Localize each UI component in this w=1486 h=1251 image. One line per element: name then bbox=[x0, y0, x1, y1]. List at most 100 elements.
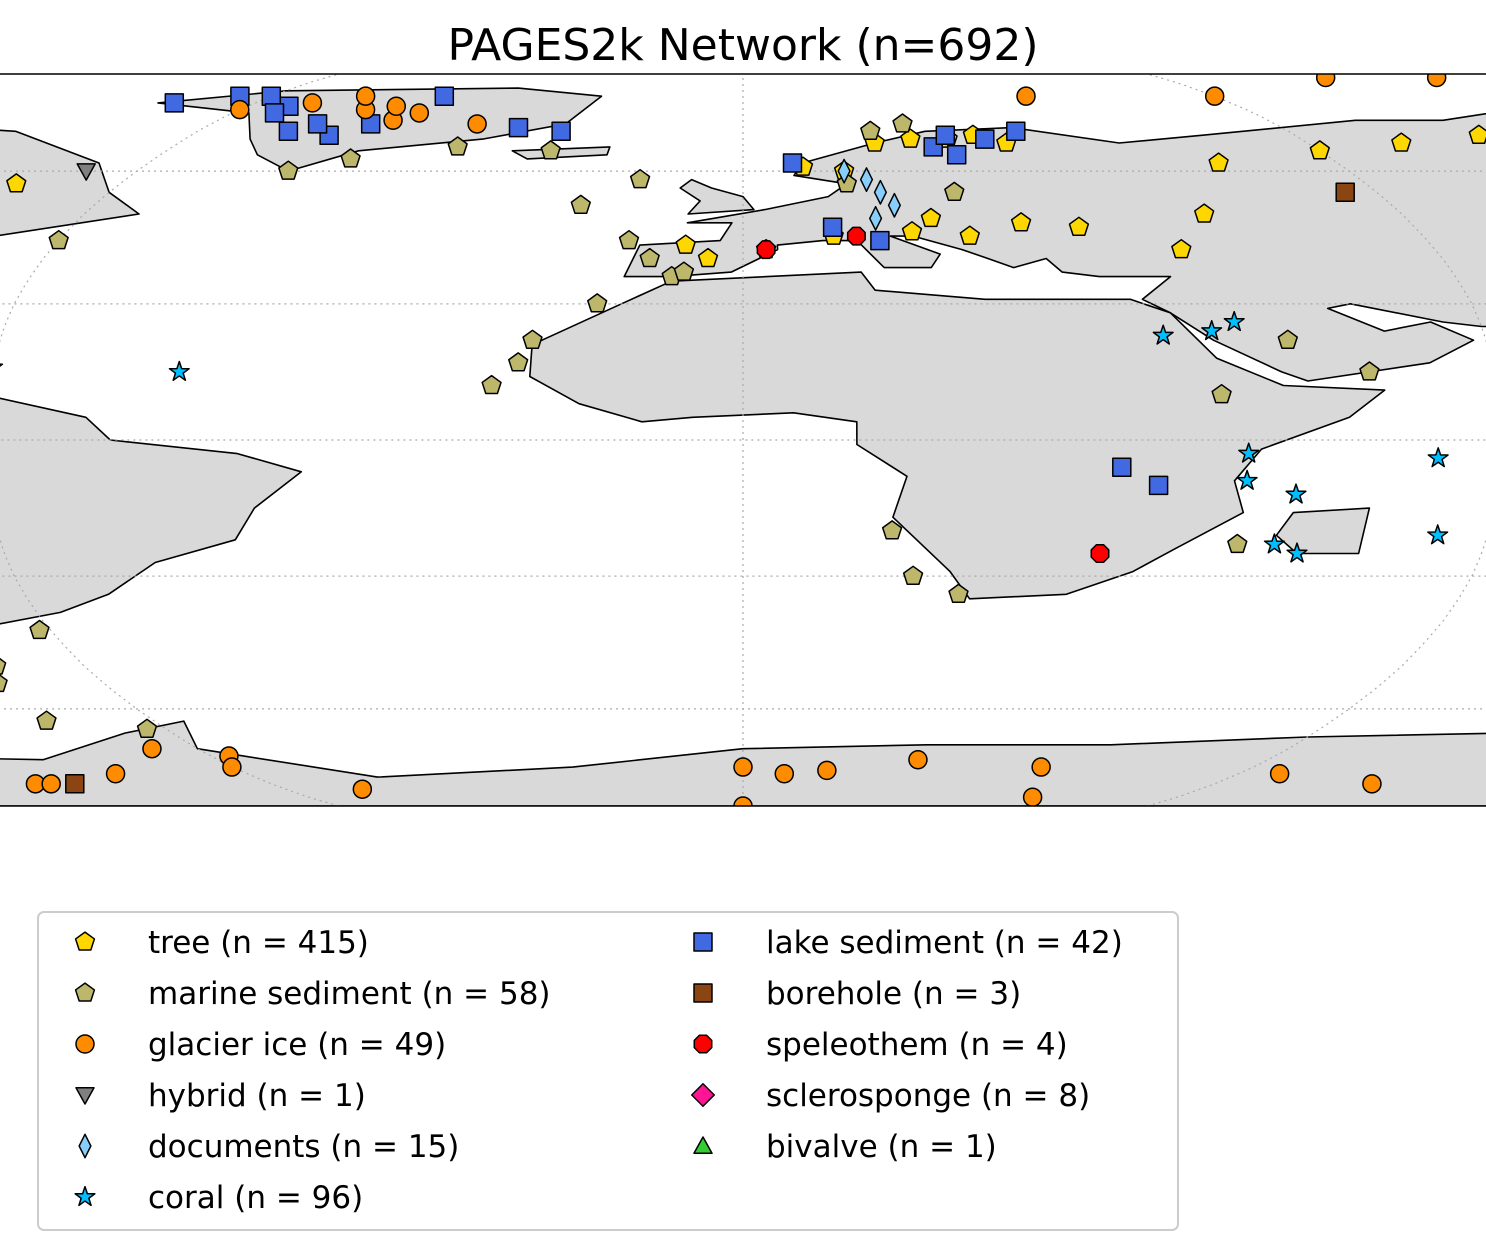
lake-site-marker bbox=[164, 93, 185, 113]
lake-site-marker bbox=[261, 86, 282, 106]
legend-entry-coral: coral (n = 96) bbox=[74, 1180, 363, 1216]
tree-site-marker bbox=[1208, 152, 1229, 172]
marine-site-marker bbox=[36, 710, 57, 730]
coral-site-marker bbox=[1427, 524, 1449, 545]
documents-site-marker bbox=[837, 158, 851, 184]
glacier-site-marker bbox=[774, 764, 795, 784]
legend-marker-hybrid bbox=[75, 1087, 95, 1105]
coral-site-marker bbox=[1263, 533, 1285, 554]
legend-entry-hybrid: hybrid (n = 1) bbox=[75, 1078, 366, 1114]
lake-site-marker bbox=[946, 145, 967, 165]
tree-site-marker bbox=[1171, 238, 1192, 259]
land-masses bbox=[0, 87, 1486, 806]
landmass-eurasia bbox=[623, 102, 1486, 437]
lake-site-marker bbox=[551, 121, 571, 142]
glacier-site-marker bbox=[1031, 757, 1051, 777]
marine-site-marker bbox=[629, 168, 651, 189]
series-coral bbox=[0, 310, 1449, 563]
legend-marker-bivalve bbox=[693, 1136, 713, 1154]
legend: tree (n = 415) marine sediment (n = 58) gl… bbox=[37, 911, 1179, 1231]
series-borehole bbox=[65, 182, 1355, 794]
landmass-britain bbox=[679, 178, 755, 215]
lake-site-marker bbox=[870, 230, 890, 251]
series-hybrid bbox=[76, 163, 96, 181]
legend-marker-sclerosponge bbox=[691, 1083, 715, 1107]
marine-site-marker bbox=[948, 583, 969, 604]
marine-site-marker bbox=[340, 148, 361, 168]
legend-frame bbox=[37, 911, 1179, 1231]
glacier-site-marker bbox=[817, 760, 837, 781]
landmass-africa bbox=[529, 271, 1386, 600]
tree-site-marker bbox=[1309, 140, 1330, 160]
documents-site-marker bbox=[873, 179, 888, 205]
legend-marker-coral bbox=[74, 1185, 96, 1207]
legend-label-sclerosponge: sclerosponge (n = 8) bbox=[766, 1078, 1090, 1114]
series-glacier bbox=[25, 74, 1447, 806]
glacier-site-marker bbox=[1426, 74, 1447, 88]
series-documents bbox=[837, 158, 902, 231]
meridian-gridline bbox=[0, 74, 340, 806]
marine-site-marker bbox=[447, 136, 468, 156]
lake-site-marker bbox=[230, 86, 250, 106]
marine-site-marker bbox=[1227, 533, 1248, 554]
legend-marker-lake bbox=[693, 932, 713, 952]
legend-label-lake: lake sediment (n = 42) bbox=[766, 925, 1123, 961]
marine-site-marker bbox=[29, 619, 50, 640]
coral-site-marker bbox=[1223, 310, 1245, 332]
marine-site-marker bbox=[881, 520, 903, 540]
map-title: PAGES2k Network (n=692) bbox=[447, 20, 1038, 71]
glacier-site-marker bbox=[302, 93, 323, 113]
coral-site-marker bbox=[1238, 442, 1260, 463]
glacier-site-marker bbox=[41, 774, 61, 794]
glacier-site-marker bbox=[386, 96, 407, 116]
tree-site-marker bbox=[1068, 216, 1090, 236]
legend-label-speleothem: speleothem (n = 4) bbox=[766, 1027, 1068, 1063]
coral-site-marker bbox=[168, 360, 190, 382]
series-speleothem bbox=[756, 226, 1110, 563]
glacier-site-marker bbox=[105, 764, 126, 784]
legend-label-bivalve: bivalve (n = 1) bbox=[766, 1129, 997, 1165]
glacier-site-marker bbox=[733, 796, 753, 806]
marine-site-marker bbox=[136, 718, 158, 738]
landmass-madagascar bbox=[1275, 507, 1371, 555]
marine-site-marker bbox=[570, 194, 591, 215]
coral-site-marker bbox=[1152, 324, 1174, 345]
coral-site-marker bbox=[1286, 542, 1308, 563]
legend-marker-glacier bbox=[75, 1034, 95, 1054]
legend-label-documents: documents (n = 15) bbox=[148, 1129, 459, 1165]
legend-entry-documents: documents (n = 15) bbox=[78, 1129, 459, 1165]
legend-marker-speleothem bbox=[693, 1034, 713, 1054]
glacier-site-marker bbox=[222, 757, 242, 777]
documents-site-marker bbox=[887, 192, 902, 218]
lake-site-marker bbox=[1006, 121, 1026, 142]
documents-site-marker bbox=[859, 167, 874, 193]
legend-entry-marine: marine sediment (n = 58) bbox=[74, 976, 551, 1012]
glacier-site-marker bbox=[230, 99, 250, 120]
lake-site-marker bbox=[822, 217, 843, 237]
tree-site-marker bbox=[1468, 124, 1486, 144]
marine-site-marker bbox=[0, 655, 7, 675]
glacier-site-marker bbox=[352, 779, 373, 799]
landmass-iceland bbox=[511, 146, 611, 160]
hybrid-site-marker bbox=[76, 163, 96, 181]
marine-site-marker bbox=[1211, 383, 1232, 404]
marine-site-marker bbox=[481, 374, 502, 395]
documents-site-marker bbox=[868, 205, 883, 231]
tree-site-marker bbox=[675, 234, 696, 254]
coral-site-marker bbox=[1236, 469, 1258, 490]
marine-site-marker bbox=[892, 113, 913, 133]
marine-site-marker bbox=[278, 160, 299, 180]
legend-label-glacier: glacier ice (n = 49) bbox=[148, 1027, 446, 1063]
marine-site-marker bbox=[587, 293, 608, 313]
glacier-site-marker bbox=[1204, 86, 1225, 106]
lake-site-marker bbox=[782, 153, 803, 173]
tree-site-marker bbox=[900, 128, 921, 148]
legend-entry-lake: lake sediment (n = 42) bbox=[693, 925, 1123, 961]
legend-marker-borehole bbox=[693, 983, 713, 1003]
legend-entry-glacier: glacier ice (n = 49) bbox=[75, 1027, 446, 1063]
glacier-site-marker bbox=[467, 114, 487, 134]
legend-entry-bivalve: bivalve (n = 1) bbox=[693, 1129, 997, 1165]
lake-site-marker bbox=[307, 114, 328, 134]
